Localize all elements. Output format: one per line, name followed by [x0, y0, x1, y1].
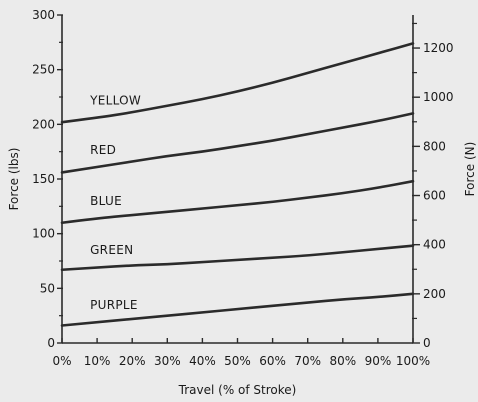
right-y-tick-label: 200	[423, 287, 446, 301]
left-y-tick-label: 300	[32, 8, 55, 22]
right-y-tick-label: 1000	[423, 90, 454, 104]
right-y-tick-label: 0	[423, 336, 431, 350]
series-label-green: GREEN	[90, 243, 133, 257]
right-y-tick-label: 1200	[423, 41, 454, 55]
left-y-axis-title: Force (lbs)	[7, 148, 21, 211]
right-y-axis-title: Force (N)	[463, 142, 477, 197]
left-y-tick-label: 150	[32, 172, 55, 186]
left-y-tick-label: 200	[32, 117, 55, 131]
left-y-tick-label: 50	[40, 281, 55, 295]
axes: 0 50 100 150 200 250 300 0 200 400 600 800 1000 1200 0…	[32, 8, 453, 368]
series-labels: YELLOW RED BLUE GREEN PURPLE	[89, 94, 141, 312]
series-line-purple	[60, 292, 415, 327]
series-label-yellow: YELLOW	[89, 94, 141, 108]
x-tick-label: 50%	[224, 354, 251, 368]
right-y-tick-label: 400	[423, 238, 446, 252]
right-y-tick-label: 600	[423, 189, 446, 203]
x-tick-label: 60%	[259, 354, 286, 368]
x-tick-label: 70%	[294, 354, 321, 368]
series-label-red: RED	[90, 143, 116, 157]
series-lines	[60, 42, 415, 327]
x-tick-label: 30%	[154, 354, 181, 368]
series-label-blue: BLUE	[90, 194, 122, 208]
left-y-tick-label: 100	[32, 227, 55, 241]
left-y-tick-label: 250	[32, 63, 55, 77]
x-tick-label: 40%	[189, 354, 216, 368]
series-line-blue	[60, 179, 415, 225]
series-line-green	[60, 244, 415, 272]
x-tick-label: 0%	[52, 354, 71, 368]
x-tick-label: 20%	[119, 354, 146, 368]
x-axis-title: Travel (% of Stroke)	[178, 383, 297, 397]
x-tick-label: 100%	[396, 354, 430, 368]
x-tick-label: 80%	[329, 354, 356, 368]
series-line-yellow	[60, 42, 415, 124]
series-line-red	[60, 112, 415, 174]
right-y-tick-label: 800	[423, 139, 446, 153]
series-label-purple: PURPLE	[90, 298, 138, 312]
x-tick-label: 90%	[365, 354, 392, 368]
x-tick-label: 10%	[84, 354, 111, 368]
left-y-tick-label: 0	[47, 336, 55, 350]
